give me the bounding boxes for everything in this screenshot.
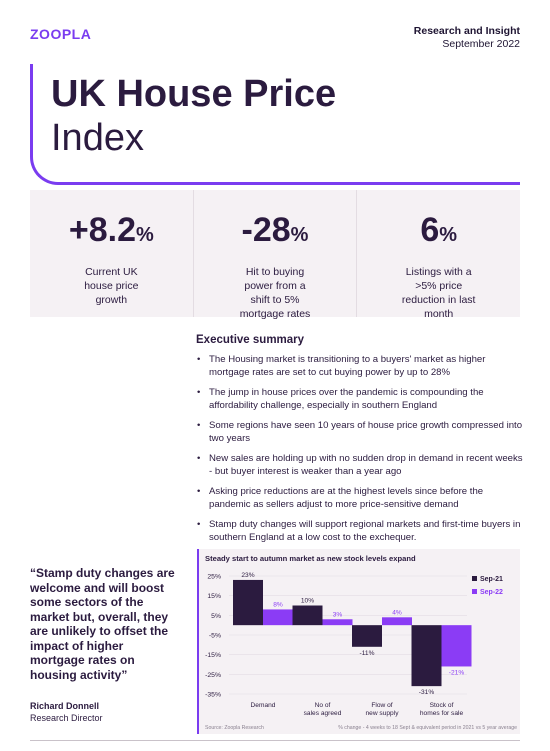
pull-quote: “Stamp duty changes are welcome and will… bbox=[30, 566, 175, 682]
page-title-line2: Index bbox=[51, 117, 144, 159]
bar-value-label: 23% bbox=[241, 572, 254, 579]
page-title: UK House Price bbox=[51, 73, 337, 115]
executive-summary: Executive summary The Housing market is … bbox=[196, 334, 526, 551]
zoopla-logo: ZOOPLA bbox=[30, 26, 92, 42]
quote-author: Richard Donnell bbox=[30, 701, 100, 711]
x-category-label: Demand bbox=[251, 702, 276, 709]
report-meta: Research and Insight September 2022 bbox=[414, 25, 520, 51]
summary-bullet: The jump in house prices over the pandem… bbox=[196, 386, 526, 412]
stat-price-growth: +8.2% Current UK house price growth bbox=[30, 190, 194, 317]
stat-buying-power: -28% Hit to buying power from a shift to… bbox=[194, 190, 358, 320]
summary-bullet: Asking price reductions are at the highe… bbox=[196, 485, 526, 511]
chart-source: Source: Zoopla Research bbox=[205, 725, 264, 731]
y-tick-label: 25% bbox=[207, 574, 221, 581]
chart-bar bbox=[441, 625, 472, 667]
x-category-label: new supply bbox=[366, 710, 400, 717]
bar-value-label: 10% bbox=[301, 598, 314, 605]
key-stats: +8.2% Current UK house price growth -28%… bbox=[30, 190, 520, 320]
x-category-label: sales agreed bbox=[304, 710, 342, 717]
summary-bullet: Some regions have seen 10 years of house… bbox=[196, 419, 526, 445]
bar-value-label: -21% bbox=[449, 669, 465, 676]
bar-value-label: 8% bbox=[273, 601, 283, 608]
stat-unit: % bbox=[439, 224, 458, 246]
stat-price-reductions: 6% Listings with a >5% price reduction i… bbox=[357, 190, 520, 320]
chart-note: % change - 4 weeks to 18 Sept & equivale… bbox=[338, 725, 517, 731]
y-tick-label: -35% bbox=[205, 692, 221, 699]
bar-value-label: -11% bbox=[360, 650, 375, 657]
chart-canvas: Steady start to autumn market as new sto… bbox=[205, 554, 517, 731]
y-tick-label: -15% bbox=[205, 652, 221, 659]
chart-bar bbox=[292, 605, 323, 626]
legend-swatch bbox=[472, 576, 477, 581]
stat-value: 6 bbox=[420, 211, 440, 249]
report-date: September 2022 bbox=[442, 38, 520, 50]
summary-bullet: New sales are holding up with no sudden … bbox=[196, 452, 526, 478]
legend-swatch bbox=[472, 589, 477, 594]
bar-value-label: 3% bbox=[333, 611, 343, 618]
x-category-label: homes for sale bbox=[420, 710, 464, 717]
summary-title: Executive summary bbox=[196, 334, 305, 346]
y-tick-label: -25% bbox=[205, 672, 221, 679]
y-tick-label: 5% bbox=[211, 613, 221, 620]
summary-bullet: Stamp duty changes will support regional… bbox=[196, 518, 526, 544]
chart-bar bbox=[382, 617, 412, 626]
x-category-label: No of bbox=[315, 702, 331, 709]
x-category-label: Stock of bbox=[430, 702, 454, 709]
summary-bullet: The Housing market is transitioning to a… bbox=[196, 353, 526, 379]
stat-description: Listings with a >5% price reduction in l… bbox=[401, 266, 476, 320]
chart-bar bbox=[263, 609, 293, 626]
summary-list: The Housing market is transitioning to a… bbox=[196, 353, 526, 544]
chart-title: Steady start to autumn market as new sto… bbox=[205, 554, 416, 563]
stat-value: -28 bbox=[241, 211, 291, 249]
chart-bar bbox=[322, 619, 353, 626]
chart-bar bbox=[233, 579, 263, 626]
legend-label: Sep-22 bbox=[480, 589, 503, 596]
bar-value-label: -31% bbox=[419, 689, 435, 696]
chart-bar bbox=[352, 625, 382, 647]
market-chart: Steady start to autumn market as new sto… bbox=[197, 549, 520, 734]
stat-unit: % bbox=[136, 224, 154, 246]
stat-description: Current UK house price growth bbox=[84, 266, 139, 306]
report-section: Research and Insight bbox=[413, 25, 520, 37]
bar-value-label: 4% bbox=[392, 609, 402, 616]
stat-description: Hit to buying power from a shift to 5% m… bbox=[239, 266, 311, 320]
hero-title-block: UK House Price Index bbox=[30, 64, 520, 185]
x-category-label: Flow of bbox=[371, 702, 392, 709]
quote-author-role: Research Director bbox=[30, 713, 103, 723]
footer-divider bbox=[30, 740, 520, 741]
chart-bar bbox=[411, 625, 442, 687]
y-tick-label: -5% bbox=[209, 633, 221, 640]
stat-value: +8.2 bbox=[68, 211, 136, 249]
y-tick-label: 15% bbox=[207, 593, 221, 600]
legend-label: Sep-21 bbox=[480, 576, 503, 583]
stat-unit: % bbox=[290, 224, 309, 246]
